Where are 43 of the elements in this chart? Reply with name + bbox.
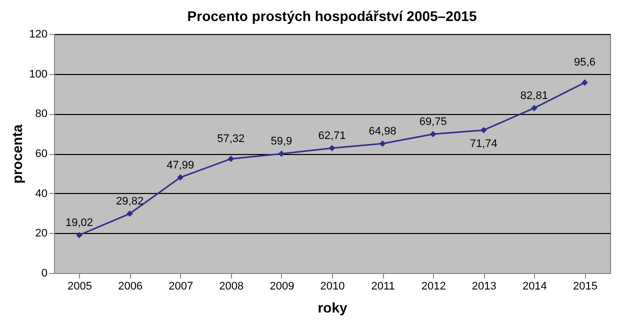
data-label: 29,82 xyxy=(116,196,144,208)
y-tick-label: 40 xyxy=(35,188,48,200)
y-tick-label: 60 xyxy=(35,148,48,160)
y-tick-label: 80 xyxy=(35,108,48,120)
data-label: 69,75 xyxy=(419,116,447,128)
x-tick-label: 2013 xyxy=(472,280,496,292)
point xyxy=(582,79,588,86)
data-label: 57,32 xyxy=(217,132,245,145)
point xyxy=(126,210,133,217)
point xyxy=(430,130,436,138)
data-label: 82,81 xyxy=(520,90,548,102)
chart-title: Procento prostých hospodářství 2005–2015 xyxy=(187,8,477,24)
point xyxy=(278,150,285,157)
point xyxy=(76,232,82,238)
x-tick-label: 2005 xyxy=(68,280,92,292)
data-label: 59,9 xyxy=(270,136,292,148)
point xyxy=(328,144,336,152)
x-tick-label: 2010 xyxy=(320,280,345,292)
data-label: 64,98 xyxy=(368,126,396,138)
y-tick-label: 20 xyxy=(35,228,48,240)
data-label: 71,74 xyxy=(470,138,498,150)
x-tick-label: 2009 xyxy=(270,280,294,292)
point xyxy=(379,140,386,147)
point xyxy=(480,126,487,134)
x-tick-label: 2006 xyxy=(118,280,143,292)
x-tick-label: 2007 xyxy=(168,280,194,292)
data-label: 95,6 xyxy=(574,56,596,69)
x-tick-label: 2015 xyxy=(572,280,598,292)
y-tick-label: 120 xyxy=(29,28,48,40)
point xyxy=(177,174,184,181)
data-label: 62,71 xyxy=(318,130,346,142)
point xyxy=(531,104,538,112)
x-tick-label: 2008 xyxy=(219,280,244,292)
point xyxy=(228,156,234,162)
y-tick-label: 100 xyxy=(29,68,48,80)
y-tick-label: 0 xyxy=(41,268,48,280)
x-tick-label: 2011 xyxy=(371,280,395,292)
x-tick-label: 2012 xyxy=(421,280,446,292)
x-axis-title: roky xyxy=(318,300,348,316)
data-label: 47,99 xyxy=(166,159,194,172)
data-label: 19,02 xyxy=(66,217,94,230)
y-axis-title: procenta xyxy=(9,124,26,184)
x-tick-label: 2014 xyxy=(522,280,547,292)
